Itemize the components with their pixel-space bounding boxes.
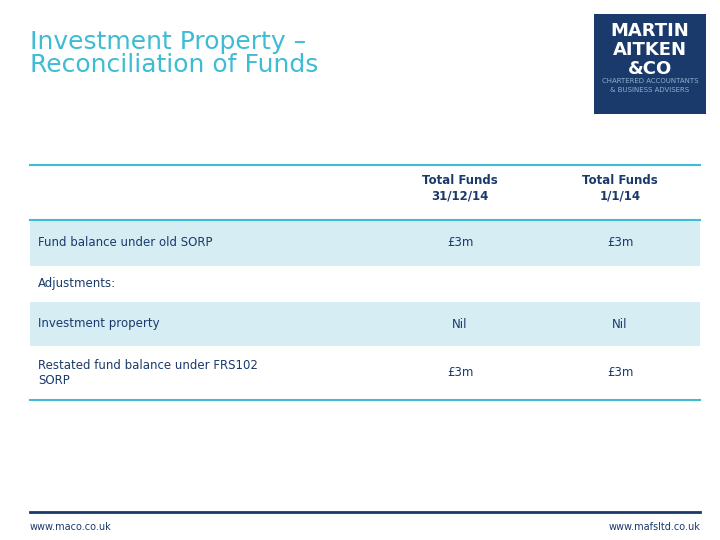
Text: AITKEN: AITKEN: [613, 41, 687, 59]
Text: MARTIN: MARTIN: [611, 22, 689, 40]
Text: & BUSINESS ADVISERS: & BUSINESS ADVISERS: [611, 87, 690, 93]
Text: Investment Property –: Investment Property –: [30, 30, 306, 54]
Bar: [594, 14, 706, 114]
Text: Restated fund balance under FRS102
SORP: Restated fund balance under FRS102 SORP: [38, 359, 258, 387]
Bar: [30, 220, 700, 266]
Text: www.maco.co.uk: www.maco.co.uk: [30, 522, 112, 532]
Text: Total Funds
1/1/14: Total Funds 1/1/14: [582, 174, 658, 202]
Text: Fund balance under old SORP: Fund balance under old SORP: [38, 237, 212, 249]
Bar: [30, 302, 700, 346]
Text: Investment property: Investment property: [38, 318, 160, 330]
Text: Nil: Nil: [612, 318, 628, 330]
Text: £3m: £3m: [607, 367, 633, 380]
Text: £3m: £3m: [607, 237, 633, 249]
Text: Nil: Nil: [452, 318, 468, 330]
Text: &CO: &CO: [628, 60, 672, 78]
Text: Adjustments:: Adjustments:: [38, 278, 116, 291]
Text: Total Funds
31/12/14: Total Funds 31/12/14: [422, 174, 498, 202]
Text: CHARTERED ACCOUNTANTS: CHARTERED ACCOUNTANTS: [602, 78, 698, 84]
Text: £3m: £3m: [447, 367, 473, 380]
Text: Reconciliation of Funds: Reconciliation of Funds: [30, 53, 318, 77]
Text: www.mafsltd.co.uk: www.mafsltd.co.uk: [608, 522, 700, 532]
Text: £3m: £3m: [447, 237, 473, 249]
